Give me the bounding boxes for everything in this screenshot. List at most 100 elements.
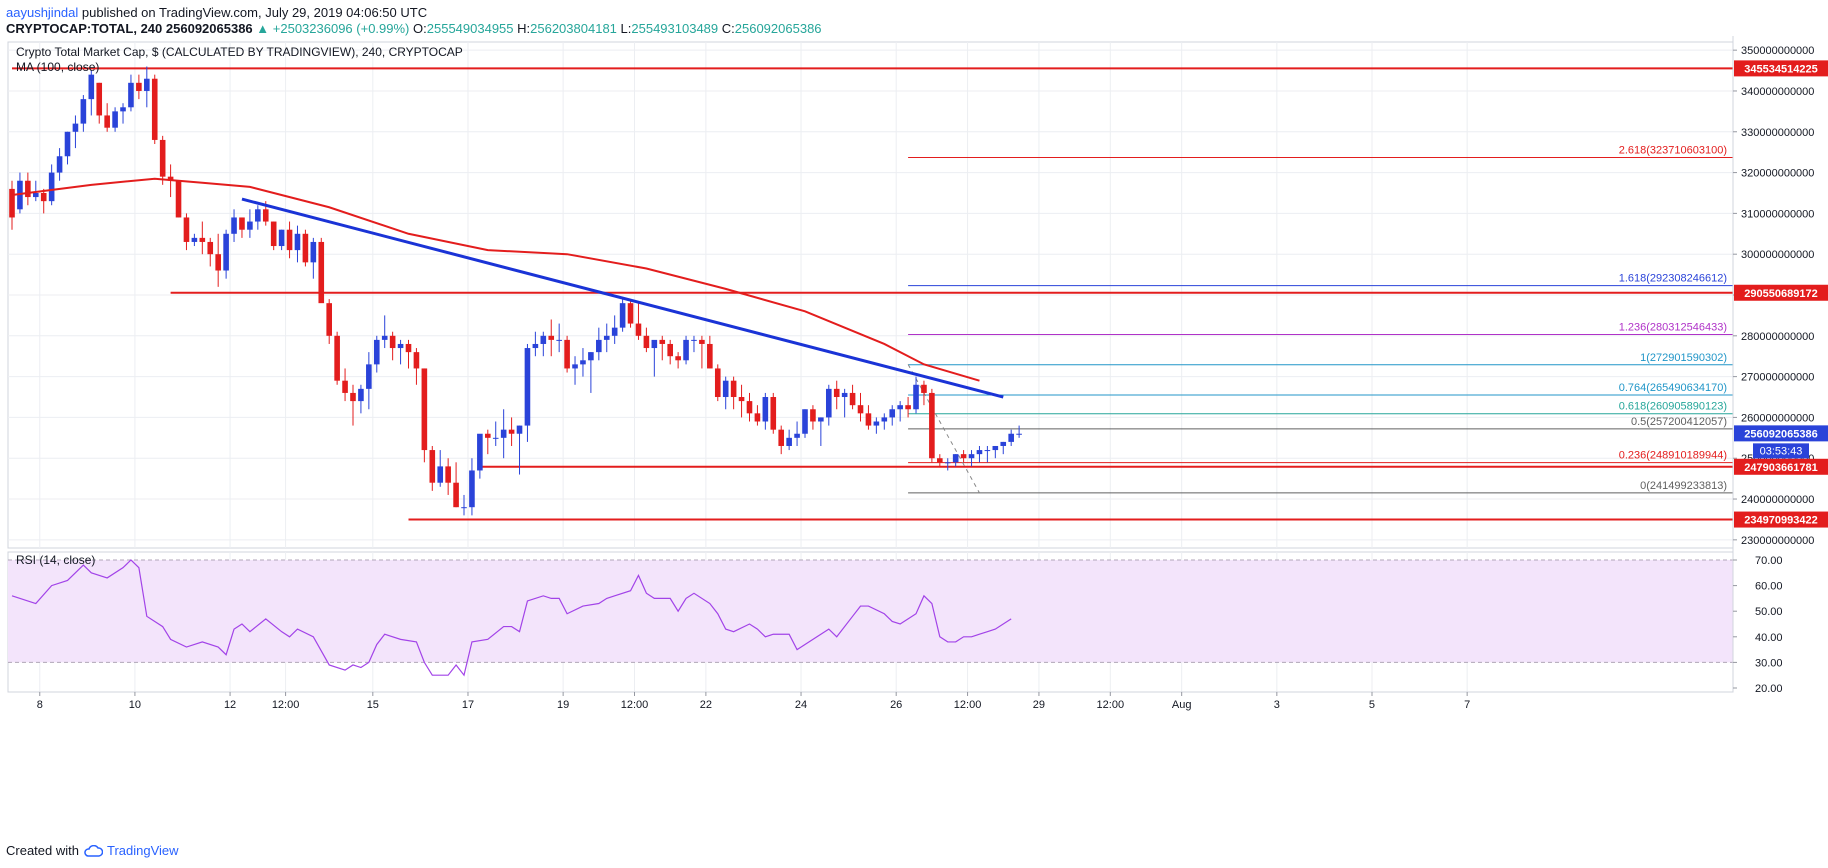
candle-body: [413, 352, 420, 369]
candle-body: [794, 433, 800, 438]
level-price-badge: 247903661781: [1744, 462, 1817, 474]
time-axis-label: 12:00: [621, 699, 649, 711]
candle-body: [326, 303, 332, 336]
candle-body: [905, 405, 911, 410]
candle-body: [421, 368, 428, 451]
candle-body: [976, 450, 983, 455]
time-axis-label: 26: [890, 699, 902, 711]
candle-body: [516, 425, 523, 434]
candle-body: [849, 392, 856, 406]
candle-body: [746, 401, 753, 414]
fib-level-label: 0.764(265490634170): [1619, 382, 1727, 394]
time-axis-label: 3: [1274, 699, 1280, 711]
candle-body: [596, 339, 602, 353]
high-value: 256203804181: [530, 21, 617, 36]
candle-body: [128, 82, 134, 108]
time-axis-label: 8: [37, 699, 43, 711]
close-value: 256092065386: [734, 21, 822, 36]
candle-body: [477, 433, 483, 471]
candle-body: [207, 241, 214, 255]
candle-body: [667, 343, 673, 357]
price-chart[interactable]: 2.618(323710603100) 1.618(292308246612) 1.…: [0, 36, 1828, 846]
time-axis-label: 5: [1369, 699, 1375, 711]
price-axis-label: 300000000000: [1741, 249, 1814, 261]
candle-body: [572, 364, 578, 369]
candle-body: [984, 450, 991, 452]
candle-body: [611, 327, 618, 336]
candle-body: [532, 343, 539, 349]
candle-body: [683, 339, 689, 361]
candle-body: [215, 254, 221, 271]
rsi-axis-label: 30.00: [1755, 657, 1783, 669]
candle-body: [80, 99, 87, 124]
time-axis-label: 7: [1464, 699, 1470, 711]
candle-body: [588, 352, 594, 361]
candle-body: [786, 437, 792, 446]
candle-body: [714, 368, 721, 398]
candle-body: [40, 192, 47, 202]
chart-axes: 2300000000002400000000002500000000002600…: [8, 36, 1814, 711]
candle-body: [350, 392, 356, 402]
overlays: [11, 177, 1012, 677]
last-price-text: 256092065386: [165, 21, 253, 36]
candle-body: [881, 417, 888, 422]
price-axis-label: 340000000000: [1741, 86, 1814, 98]
candle-body: [524, 348, 531, 426]
price-axis-label: 270000000000: [1741, 372, 1814, 384]
time-axis-label: 12:00: [954, 699, 982, 711]
tradingview-link[interactable]: TradingView: [106, 843, 179, 858]
candle-body: [897, 405, 903, 410]
bearish-trendline: [241, 197, 1004, 399]
candle-body: [437, 466, 444, 483]
fib-level-label: 0(241499233813): [1640, 480, 1727, 492]
change-text: ▲ +2503236096 (+0.99%): [256, 21, 410, 36]
level-price-badge-bg: [1734, 458, 1828, 475]
author-link[interactable]: aayushjindal: [6, 5, 79, 20]
time-axis-label: 15: [367, 699, 379, 711]
candle-body: [342, 380, 348, 393]
price-axis-label: 260000000000: [1741, 412, 1814, 424]
low-value: 255493103489: [631, 21, 719, 36]
candle-body: [643, 335, 650, 349]
candle-body: [913, 384, 919, 410]
candle-body: [159, 139, 166, 177]
level-price-badge-bg: [1734, 60, 1828, 77]
candle-body: [651, 339, 658, 349]
level-price-badge: 290550689172: [1744, 288, 1817, 300]
candle-body: [88, 74, 95, 100]
candle-body: [167, 176, 174, 181]
candle-body: [580, 360, 586, 365]
candle-body: [247, 221, 253, 230]
price-axis-label: 310000000000: [1741, 208, 1814, 220]
last-price-badge: 256092065386: [1744, 428, 1817, 440]
candle-body: [373, 339, 380, 365]
horizontal-levels: [12, 67, 1733, 521]
chart-title: Crypto Total Market Cap, $ (CALCULATED B…: [16, 45, 463, 59]
candle-body: [381, 335, 388, 340]
candle-body: [358, 388, 364, 402]
time-axis-label: 12:00: [1097, 699, 1125, 711]
open-label: O:: [413, 21, 427, 36]
high-label: H:: [517, 21, 531, 36]
candle-body: [405, 343, 412, 353]
candle-body: [136, 82, 142, 91]
created-with-text: Created with: [6, 843, 79, 858]
time-axis-label: 12: [224, 699, 236, 711]
candle-body: [778, 429, 785, 446]
ma-indicator-label: MA (100, close): [16, 60, 99, 74]
candle-body: [112, 111, 118, 128]
candle-body: [635, 323, 642, 336]
candle-body: [318, 241, 325, 304]
candle-body: [857, 405, 864, 414]
symbol-bar: CRYPTOCAP:TOTAL, 240 256092065386 ▲ +250…: [6, 21, 822, 37]
candle-body: [294, 233, 301, 251]
fib-level-label: 0.618(260905890123): [1619, 401, 1727, 413]
rsi-band-fill: [8, 560, 1733, 663]
price-axis-label: 330000000000: [1741, 127, 1814, 139]
candle-body: [48, 172, 55, 202]
time-axis-label: 29: [1033, 699, 1045, 711]
candle-body: [56, 156, 63, 173]
candle-body: [270, 221, 277, 247]
candle-body: [469, 470, 475, 508]
level-price-badge-bg: [1734, 284, 1828, 301]
